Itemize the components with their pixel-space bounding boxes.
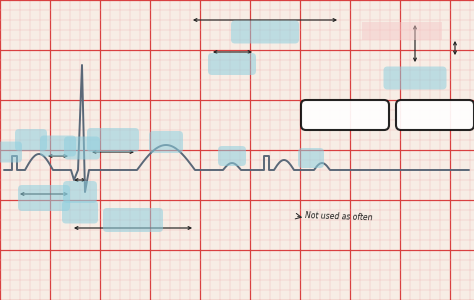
FancyBboxPatch shape — [103, 208, 163, 232]
FancyBboxPatch shape — [362, 22, 442, 40]
FancyBboxPatch shape — [64, 136, 100, 160]
FancyBboxPatch shape — [63, 181, 97, 203]
FancyBboxPatch shape — [396, 100, 474, 130]
FancyBboxPatch shape — [383, 67, 447, 89]
FancyBboxPatch shape — [18, 185, 70, 211]
FancyBboxPatch shape — [87, 128, 139, 152]
FancyBboxPatch shape — [40, 136, 76, 157]
FancyBboxPatch shape — [208, 53, 256, 75]
Text: Not used as often: Not used as often — [305, 211, 373, 222]
FancyBboxPatch shape — [298, 148, 324, 168]
FancyBboxPatch shape — [62, 200, 98, 224]
FancyBboxPatch shape — [218, 146, 246, 166]
FancyBboxPatch shape — [0, 142, 22, 163]
FancyBboxPatch shape — [301, 100, 389, 130]
FancyBboxPatch shape — [15, 129, 47, 151]
FancyBboxPatch shape — [149, 131, 183, 153]
FancyBboxPatch shape — [231, 20, 299, 44]
